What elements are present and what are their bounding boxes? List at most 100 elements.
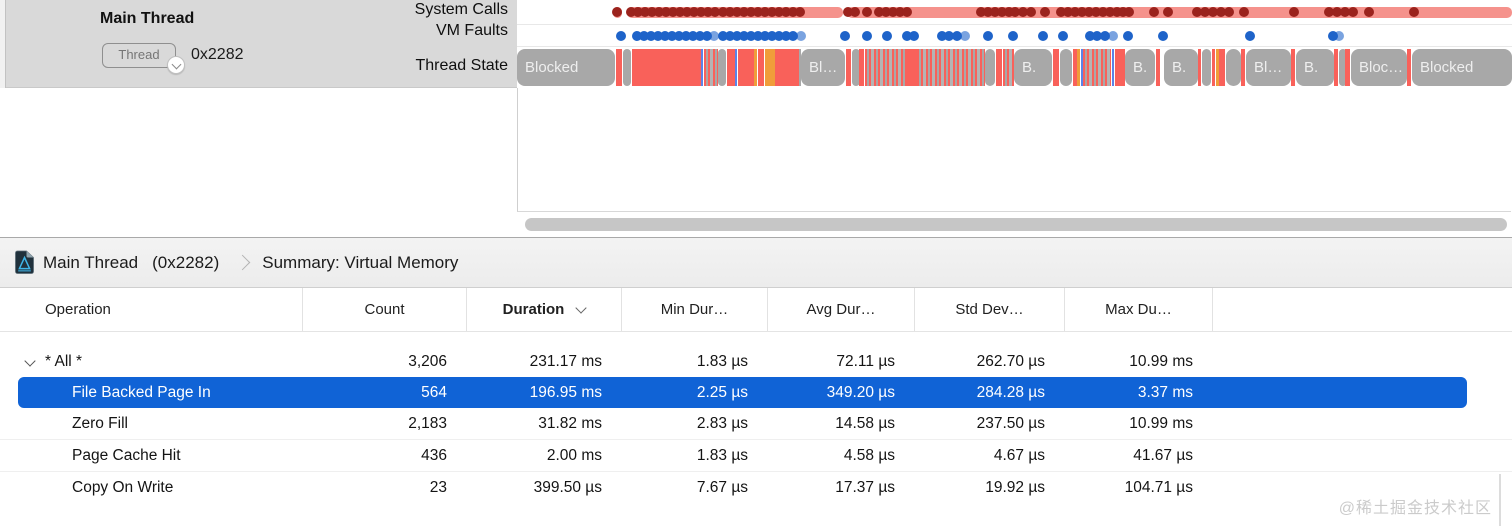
- vm-fault-dot: [681, 31, 691, 41]
- vm-fault-dot: [739, 31, 749, 41]
- column-header-operation[interactable]: Operation: [0, 288, 303, 331]
- table-row[interactable]: Copy On Write 23 399.50 µs 7.67 µs 17.37 µs 1…: [0, 471, 1512, 503]
- table-row[interactable]: Page Cache Hit 436 2.00 ms 1.83 µs 4.58 µs 4.…: [0, 439, 1512, 471]
- syscall-event-dot: [675, 7, 685, 17]
- operation-cell: * All *: [0, 346, 303, 377]
- state-segment-running: [1219, 49, 1225, 86]
- count-cell: 2,183: [408, 415, 447, 432]
- syscall-event-dot: [1208, 7, 1218, 17]
- spacer-cell: [1213, 440, 1512, 471]
- syscall-event-dot: [774, 7, 784, 17]
- min-cell: 2.25 µs: [696, 384, 748, 401]
- vm-fault-dot-light: [960, 31, 970, 41]
- count-cell: 3,206: [408, 353, 447, 370]
- syscall-event-dot: [850, 7, 860, 17]
- vm-fault-dot: [746, 31, 756, 41]
- state-segment-running: [1156, 49, 1160, 86]
- vm-faults-track[interactable]: [517, 25, 1512, 47]
- std-cell: 237.50 µs: [976, 415, 1045, 432]
- column-header-avg-dur[interactable]: Avg Dur…: [768, 288, 915, 331]
- state-segment-mixed: [704, 49, 718, 86]
- duration-cell: 399.50 µs: [533, 479, 602, 496]
- column-header-duration[interactable]: Duration: [467, 288, 622, 331]
- vm-fault-dot: [732, 31, 742, 41]
- syscall-event-dot: [1340, 7, 1350, 17]
- state-segment-running: [1345, 49, 1350, 86]
- operation-cell: Zero Fill: [0, 408, 303, 439]
- vm-fault-dot: [882, 31, 892, 41]
- state-segment-running: [1053, 49, 1059, 86]
- syscall-event-dot: [710, 7, 720, 17]
- syscall-event-dot: [795, 7, 805, 17]
- vm-fault-dot-light: [1334, 31, 1344, 41]
- syscall-event-dot: [888, 7, 898, 17]
- system-calls-track[interactable]: [517, 0, 1512, 25]
- spacer-cell: [1213, 377, 1512, 408]
- timeline-hscrollbar-thumb[interactable]: [525, 218, 1507, 231]
- vm-fault-dot-light: [1108, 31, 1118, 41]
- operation-label: Page Cache Hit: [72, 447, 181, 464]
- state-segment-running: [1407, 49, 1411, 86]
- table-body: * All * 3,206 231.17 ms 1.83 µs 72.11 µs 262.…: [0, 332, 1512, 503]
- column-header-max-du[interactable]: Max Du…: [1065, 288, 1213, 331]
- vm-fault-dot: [688, 31, 698, 41]
- syscall-event-dot: [1084, 7, 1094, 17]
- breadcrumb-summary-item[interactable]: Summary: Virtual Memory: [262, 253, 458, 273]
- vm-fault-dot: [952, 31, 962, 41]
- vm-fault-dot: [1058, 31, 1068, 41]
- breadcrumb-thread-item[interactable]: Main Thread (0x2282): [14, 250, 219, 275]
- vm-fault-dot: [909, 31, 919, 41]
- vm-fault-dot: [646, 31, 656, 41]
- state-segment-mixed: [865, 49, 905, 86]
- thread-pill-dropdown-button[interactable]: [167, 56, 185, 74]
- chevron-right-icon: [234, 254, 251, 271]
- operation-cell: File Backed Page In: [0, 377, 303, 408]
- thread-filter-pill[interactable]: Thread: [102, 43, 176, 68]
- track-area: Main Thread Thread 0x2282 System Calls VM…: [0, 0, 1512, 237]
- avg-cell: 349.20 µs: [826, 384, 895, 401]
- syscall-event-dot: [881, 7, 891, 17]
- duration-cell: 2.00 ms: [546, 447, 602, 464]
- column-header-spacer[interactable]: [1213, 288, 1512, 331]
- syscall-event-dot: [682, 7, 692, 17]
- syscall-event-dot: [1348, 7, 1358, 17]
- vm-fault-dot: [1328, 31, 1338, 41]
- sort-descending-icon: [575, 302, 587, 314]
- count-cell: 564: [421, 384, 447, 401]
- syscall-event-dot: [739, 7, 749, 17]
- thread-state-track[interactable]: Blocked Bl… B. B. B. Bl… B. Bloc… Blocked: [517, 47, 1512, 88]
- timeline-tracks: Blocked Bl… B. B. B. Bl… B. Bloc… Blocked: [517, 0, 1512, 88]
- state-segment-blocked: [1339, 49, 1347, 86]
- std-cell: 262.70 µs: [976, 353, 1045, 370]
- column-header-std-dev[interactable]: Std Dev…: [915, 288, 1065, 331]
- state-segment-blocked: [852, 49, 860, 86]
- vm-fault-dot: [674, 31, 684, 41]
- avg-cell: 14.58 µs: [835, 415, 895, 432]
- table-row[interactable]: * All * 3,206 231.17 ms 1.83 µs 72.11 µs 262.…: [0, 346, 1512, 377]
- state-segment-io: [765, 49, 775, 86]
- timeline-detail-area[interactable]: [517, 88, 1511, 212]
- vm-fault-dot-light: [709, 31, 719, 41]
- disclosure-chevron-icon[interactable]: [24, 355, 36, 367]
- syscall-event-dot: [760, 7, 770, 17]
- syscall-event-dot: [689, 7, 699, 17]
- syscall-event-dot: [1163, 7, 1173, 17]
- track-label-thread-state: Thread State: [415, 57, 509, 74]
- syscall-event-dot: [725, 7, 735, 17]
- column-header-min-dur[interactable]: Min Dur…: [622, 288, 768, 331]
- vm-fault-dot: [753, 31, 763, 41]
- state-segment-blocked: B.: [1014, 49, 1052, 86]
- table-row[interactable]: Zero Fill 2,183 31.82 ms 2.83 µs 14.58 µs 237…: [0, 408, 1512, 439]
- table-row[interactable]: File Backed Page In 564 196.95 ms 2.25 µs 34…: [0, 377, 1512, 408]
- state-segment-blocked: Bloc…: [1351, 49, 1407, 86]
- column-header-count[interactable]: Count: [303, 288, 467, 331]
- min-cell: 2.83 µs: [696, 415, 748, 432]
- breadcrumb-thread-label: Main Thread: [43, 252, 139, 272]
- vm-fault-dot: [902, 31, 912, 41]
- state-segment-running: [846, 49, 851, 86]
- vm-fault-dot: [1038, 31, 1048, 41]
- column-header-label: Duration: [502, 301, 565, 318]
- syscall-event-dot: [1040, 7, 1050, 17]
- syscall-event-dot: [1063, 7, 1073, 17]
- vm-fault-dot-light: [796, 31, 806, 41]
